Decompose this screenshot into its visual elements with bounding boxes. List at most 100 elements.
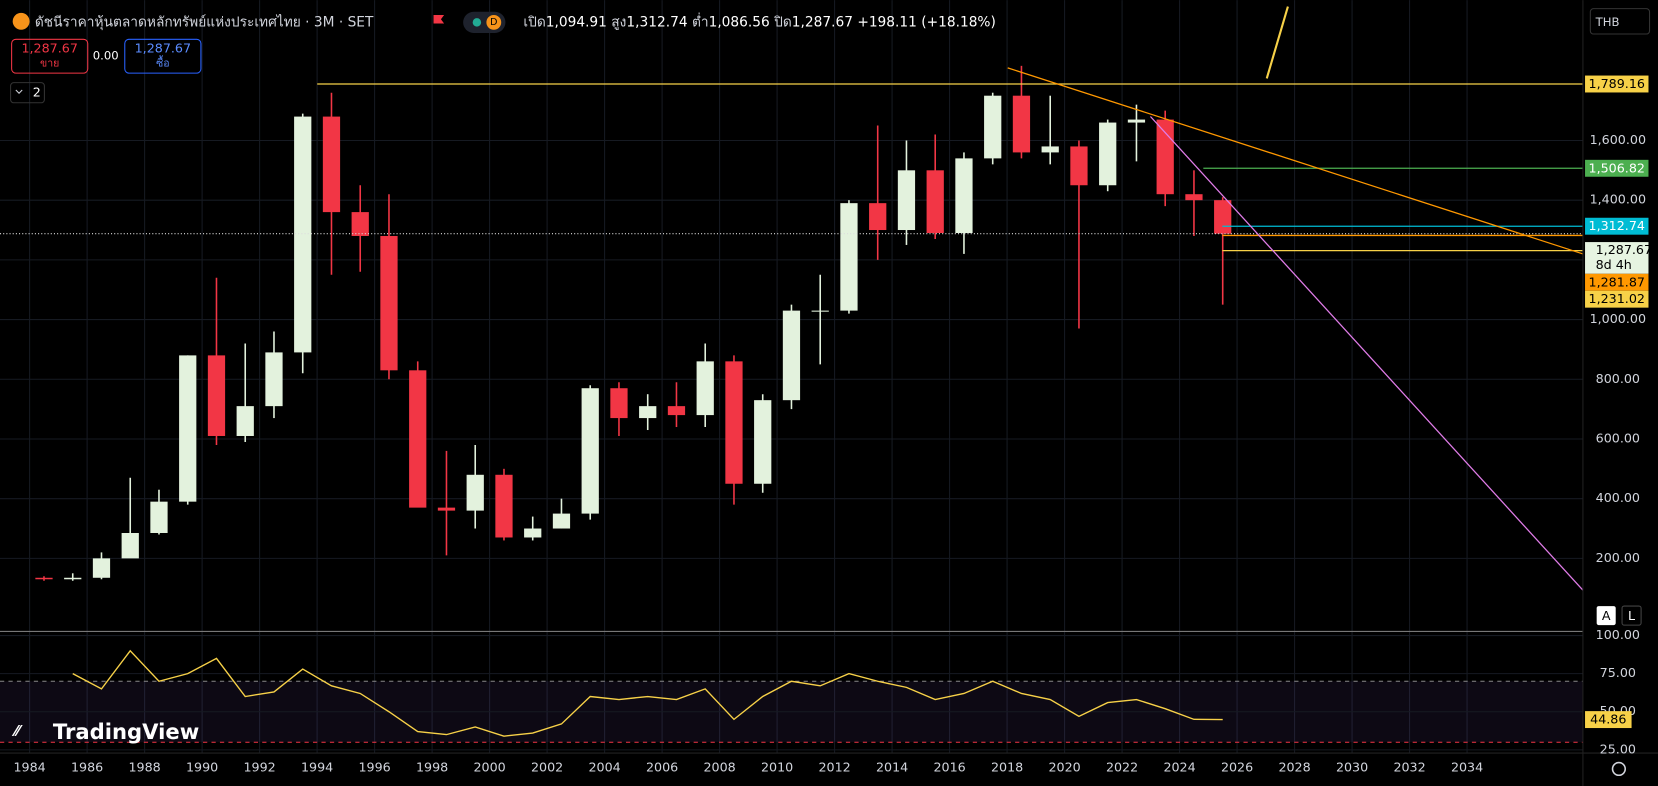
x-tick-label: 1994 [301,759,333,774]
change: +198.11 (+18.18%) [857,14,996,30]
candle-body [409,370,427,508]
chevron [15,89,23,94]
ohlc-value: 1,086.56 [709,14,770,30]
candle-body [782,310,801,401]
level-label-bg [1585,217,1649,235]
last-price-label: 1,287.67 [1596,242,1652,257]
level-label: 1,231.02 [1589,291,1645,306]
ohlc-value: 1,312.74 [626,14,687,30]
rsi-value-label: 44.86 [1590,712,1626,727]
x-tick-label: 2034 [1451,759,1483,774]
x-tick-label: 1992 [243,759,275,774]
candle-body [1214,200,1232,234]
x-tick-label: 2022 [1106,759,1138,774]
indicators-count: 2 [33,85,41,100]
candle-body [696,361,714,416]
candle-body [64,577,82,580]
symbol-logo [12,12,30,30]
candle-body [236,406,254,436]
candle-body [955,158,973,234]
candle-body [581,388,599,514]
x-tick-label: 1988 [128,759,160,774]
auto-scale-button[interactable] [1596,606,1616,626]
level-label: 1,506.82 [1589,160,1645,175]
trend-line[interactable] [1149,116,1584,591]
candle-body [265,352,283,407]
candle-body [926,170,944,234]
x-tick-label: 1986 [71,759,103,774]
level-label-bg [1585,159,1649,177]
candle-body [121,532,139,559]
x-tick-label: 2024 [1163,759,1195,774]
x-tick-label: 2010 [761,759,793,774]
y-tick-label: 1,400.00 [1590,192,1646,207]
level-label-bg [1585,290,1649,308]
candle-body [869,203,887,231]
x-tick-label: 2028 [1278,759,1310,774]
auto-scale-label: A [1602,608,1611,623]
y-tick-label: 1,600.00 [1590,132,1646,147]
log-scale-label: L [1628,608,1635,623]
candle-body [495,474,513,538]
x-tick-label: 1996 [358,759,390,774]
y-tick-label: 75.00 [1600,665,1636,680]
candle-body [351,212,369,236]
candle-body [639,406,657,419]
level-label-bg [1585,273,1649,291]
x-tick-label: 2006 [646,759,678,774]
candle-body [380,235,398,371]
spread: 0.00 [93,49,119,63]
ohlc-value: 1,287.67 [792,14,853,30]
sell-label: ขาย [40,58,59,70]
flag-icon[interactable] [433,14,445,24]
buy-button[interactable] [124,38,202,74]
indicators-toggle[interactable] [10,82,45,104]
x-tick-label: 2000 [473,759,505,774]
candle-body [437,507,456,511]
y-tick-label: 600.00 [1596,430,1640,445]
ohlc-label: ปิด [774,14,792,30]
y-tick-label: 25.00 [1600,741,1636,756]
y-tick-label: 200.00 [1596,550,1640,565]
x-tick-label: 2032 [1393,759,1425,774]
rsi-value-bg [1585,711,1632,729]
buy-label: ซื้อ [156,55,170,70]
y-tick-label: 1,000.00 [1590,311,1646,326]
candle-body [35,577,53,580]
log-scale-button[interactable] [1621,605,1642,626]
y-tick-label: 100.00 [1596,627,1640,642]
candle-body [840,203,858,311]
sell-button[interactable] [11,38,89,74]
candle-body [1156,119,1174,195]
ohlc-label: สูง [611,14,626,30]
x-tick-label: 1984 [13,759,45,774]
trend-line[interactable] [1007,67,1584,255]
candle-body [552,513,571,529]
trend-line[interactable] [1265,6,1289,79]
candle-body [754,400,772,484]
candle-body [725,361,743,484]
logo: TradingView [53,719,199,744]
x-tick-label: 2016 [933,759,965,774]
candle-body [1127,119,1146,123]
candle-body [1012,95,1031,153]
candle-body [207,355,226,436]
ohlc-label: เปิด [523,14,545,30]
currency-button[interactable] [1589,8,1651,35]
candle-body [524,528,542,538]
candle-body [984,95,1002,159]
x-tick-label: 1990 [186,759,218,774]
candle-body [897,170,916,231]
candle-body [179,355,197,502]
x-tick-label: 2004 [588,759,620,774]
candle-body [667,406,686,416]
candle-body [811,310,829,312]
currency: THB [1595,15,1620,29]
symbol-title[interactable]: ดัชนีราคาหุ้นตลาดหลักทรัพย์แห่งประเทศไทย… [35,13,374,30]
y-tick-label: 800.00 [1596,371,1640,386]
x-tick-label: 2014 [876,759,908,774]
ohlc-value: 1,094.91 [546,14,607,30]
settings-icon[interactable] [1611,761,1627,777]
x-tick-label: 2018 [991,759,1023,774]
